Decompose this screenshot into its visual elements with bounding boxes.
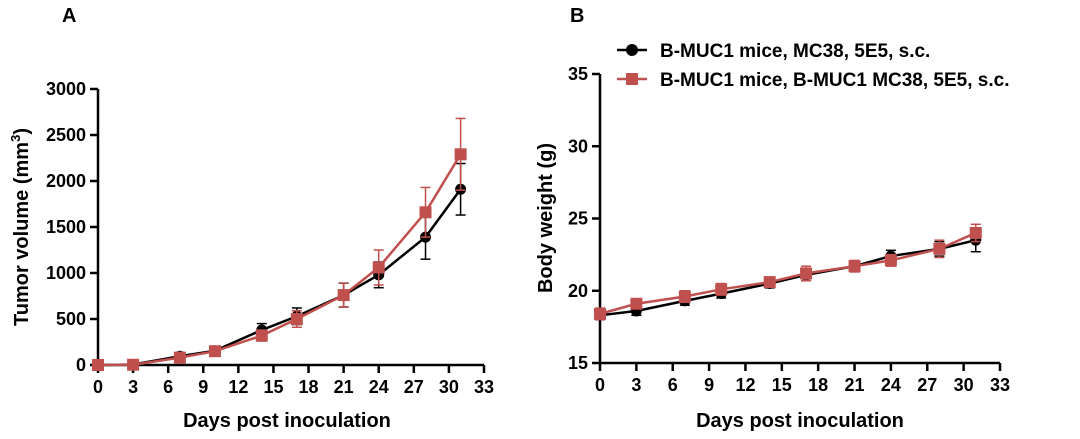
panel-a-y-tick-label: 3000 — [46, 79, 86, 99]
panel-b: B 15 20 25 30 35 0 3 6 9 12 15 18 21 24 27 30 33 Days po… — [535, 5, 1010, 432]
series-line — [97, 153, 462, 367]
panel-a-x-tick-label: 0 — [93, 377, 103, 397]
panel-b-y-tick-label: 20 — [568, 281, 588, 301]
legend-item-bmuc1-mc38: B-MUC1 mice, B-MUC1 MC38, 5E5, s.c. — [617, 70, 1010, 91]
panel-a-y-axis-title-main: Tumor volume (mm — [11, 142, 33, 326]
panel-a-y-axis-title: Tumor volume (mm3) — [8, 128, 33, 326]
panel-b-y-tick-label: 25 — [568, 209, 588, 229]
panel-a-x-tick-label: 21 — [334, 377, 354, 397]
data-point-square — [715, 283, 728, 296]
panel-a-y-tick-label: 1500 — [46, 217, 86, 237]
series-line — [97, 188, 462, 367]
data-point-square — [337, 289, 350, 302]
panel-a-x-tick-label: 18 — [299, 377, 319, 397]
legend-label-mc38: B-MUC1 mice, MC38, 5E5, s.c. — [660, 41, 930, 62]
panel-a-x-tick-label: 30 — [439, 377, 459, 397]
panel-a-x-tick-label: 24 — [369, 377, 389, 397]
panel-b-x-tick-label: 33 — [990, 375, 1010, 395]
panel-b-x-tick-label: 6 — [668, 375, 678, 395]
legend-marker-circle — [626, 44, 638, 56]
panel-b-x-tick-label: 0 — [595, 375, 605, 395]
panel-a-y-tick-label: 2000 — [46, 171, 86, 191]
panel-b-x-tick-label: 15 — [772, 375, 792, 395]
data-point-square — [678, 290, 691, 303]
data-point-square — [454, 148, 467, 161]
panel-a-y-tick-label: 0 — [76, 355, 86, 375]
legend-marker-square — [626, 73, 638, 85]
panel-a-series-bmuc1-mc38 — [92, 117, 467, 371]
legend-label-bmuc1-mc38: B-MUC1 mice, B-MUC1 MC38, 5E5, s.c. — [660, 70, 1010, 91]
data-point-square — [933, 242, 946, 255]
panel-a-series-mc38 — [92, 162, 467, 371]
series-line — [599, 238, 977, 317]
data-point-square — [884, 254, 897, 267]
panel-b-y-tick-label: 30 — [568, 136, 588, 156]
panel-b-axes: 15 20 25 30 35 0 3 6 9 12 15 18 21 24 27 30 33 — [568, 64, 1010, 395]
panel-a: A 0 500 1000 1500 2000 2500 3000 0 3 6 9 12 15 18 21 24… — [8, 5, 494, 432]
panel-b-x-tick-label: 18 — [808, 375, 828, 395]
panel-a-x-tick-label: 3 — [128, 377, 138, 397]
panel-label-b: B — [570, 5, 584, 27]
panel-b-x-tick-label: 3 — [631, 375, 641, 395]
legend: B-MUC1 mice, MC38, 5E5, s.c. B-MUC1 mice… — [617, 41, 1010, 91]
panel-b-x-tick-label: 9 — [704, 375, 714, 395]
data-point-square — [594, 307, 606, 320]
series-line — [599, 231, 977, 316]
panel-b-series-mc38 — [594, 227, 982, 321]
panel-b-y-axis-title: Body weight (g) — [535, 143, 557, 293]
data-point-square — [255, 329, 268, 342]
panel-a-x-tick-label: 6 — [163, 377, 173, 397]
data-point-square — [92, 359, 104, 371]
panel-b-x-tick-label: 12 — [735, 375, 755, 395]
data-point-square — [630, 297, 643, 310]
data-point-square — [969, 226, 982, 239]
data-point-square — [173, 351, 186, 364]
data-point-square — [800, 267, 813, 280]
panel-b-y-tick-label: 35 — [568, 64, 588, 84]
panel-a-x-axis-title: Days post inoculation — [183, 410, 391, 432]
panel-b-x-axis-title: Days post inoculation — [696, 410, 904, 432]
panel-a-y-tick-label: 1000 — [46, 263, 86, 283]
panel-a-x-tick-label: 12 — [228, 377, 248, 397]
panel-a-y-axis-title-close: ) — [11, 128, 33, 135]
data-point-square — [127, 358, 140, 371]
panel-a-y-tick-label: 500 — [56, 309, 86, 329]
panel-b-x-tick-label: 21 — [845, 375, 865, 395]
data-point-square — [372, 261, 385, 274]
data-point-square — [419, 206, 432, 219]
data-point-square — [848, 260, 861, 273]
panel-b-x-tick-label: 30 — [954, 375, 974, 395]
panel-label-a: A — [62, 5, 76, 27]
panel-a-x-tick-label: 33 — [474, 377, 494, 397]
panel-a-y-axis-title-superscript: 3 — [8, 135, 23, 142]
panel-b-x-tick-label: 24 — [881, 375, 901, 395]
data-point-square — [763, 276, 776, 289]
panel-a-x-tick-label: 9 — [198, 377, 208, 397]
legend-item-mc38: B-MUC1 mice, MC38, 5E5, s.c. — [617, 41, 930, 62]
panel-a-axes: 0 500 1000 1500 2000 2500 3000 0 3 6 9 12 15 18 21 24 27… — [46, 79, 494, 397]
panel-a-x-tick-label: 27 — [404, 377, 424, 397]
panel-a-y-tick-label: 2500 — [46, 125, 86, 145]
panel-b-y-tick-label: 15 — [568, 353, 588, 373]
panel-a-x-tick-label: 15 — [263, 377, 283, 397]
data-point-square — [208, 345, 221, 358]
panel-b-series-bmuc1-mc38 — [594, 223, 982, 321]
panel-b-x-tick-label: 27 — [917, 375, 937, 395]
data-point-square — [290, 313, 303, 325]
